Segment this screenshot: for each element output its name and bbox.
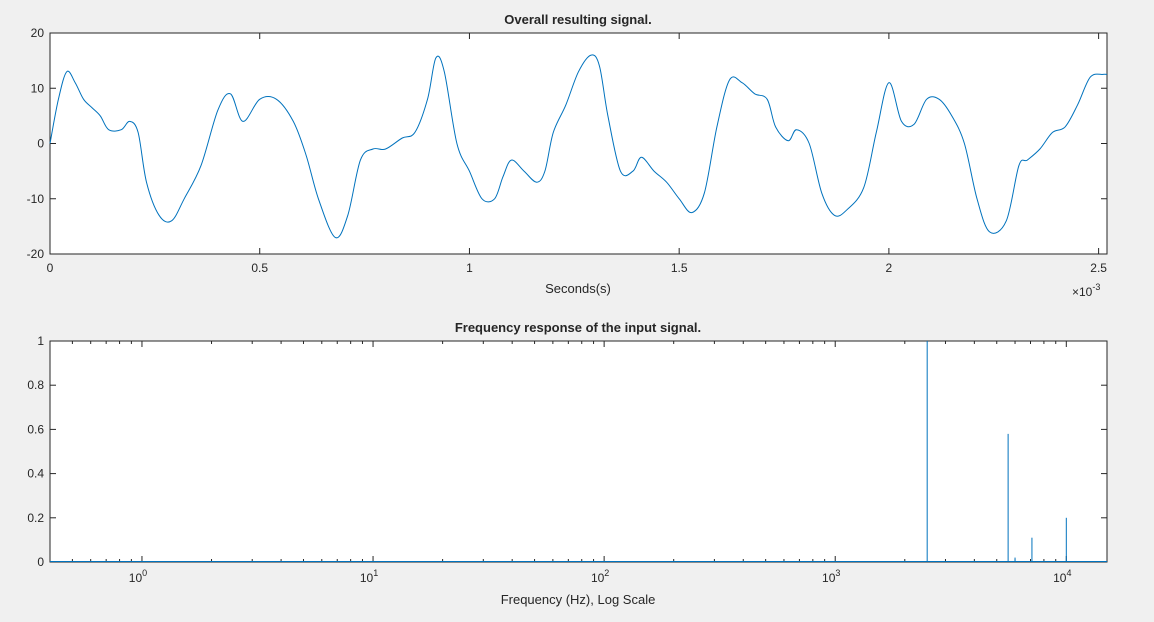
signal-x-axis-label: Seconds(s) xyxy=(545,281,611,296)
frequency-y-tick-label: 0.2 xyxy=(27,511,44,525)
signal-y-tick-label: 20 xyxy=(31,26,45,40)
signal-y-tick-label: -10 xyxy=(27,192,45,206)
frequency-x-tick-label: 102 xyxy=(591,568,609,585)
signal-x-tick-label: 0.5 xyxy=(251,261,268,275)
signal-x-tick-label: 0 xyxy=(47,261,54,275)
signal-series-line xyxy=(49,54,1108,239)
frequency-y-tick-label: 1 xyxy=(37,334,44,348)
frequency-y-tick-label: 0 xyxy=(37,555,44,569)
signal-x-tick-label: 2 xyxy=(886,261,893,275)
frequency-x-tick-label: 103 xyxy=(822,568,840,585)
frequency-y-tick-label: 0.8 xyxy=(27,378,44,392)
signal-x-tick-label: 2.5 xyxy=(1090,261,1107,275)
frequency-y-tick-label: 0.6 xyxy=(27,422,44,436)
frequency-y-tick-label: 0.4 xyxy=(27,467,44,481)
frequency-axes[interactable]: 100 101 102 103 104 0 0.2 0.4 0.6 0.8 1 Frequency … xyxy=(27,320,1108,607)
signal-y-tick-label: -20 xyxy=(27,247,45,261)
frequency-x-tick-label: 101 xyxy=(360,568,378,585)
frequency-x-tick-label: 100 xyxy=(129,568,147,585)
frequency-x-axis-label: Frequency (Hz), Log Scale xyxy=(501,592,656,607)
frequency-plot-area xyxy=(49,340,1108,563)
frequency-title: Frequency response of the input signal. xyxy=(455,320,701,335)
frequency-ticks: 100 101 102 103 104 0 0.2 0.4 0.6 0.8 1 xyxy=(27,334,1107,585)
signal-title: Overall resulting signal. xyxy=(504,12,651,27)
signal-x-multiplier: ×10-3 xyxy=(1072,282,1100,299)
signal-x-tick-label: 1 xyxy=(466,261,473,275)
signal-x-tick-label: 1.5 xyxy=(671,261,688,275)
signal-ticks: 0 0.5 1 1.5 2 2.5 -20 -10 0 10 20 xyxy=(27,26,1108,275)
signal-y-tick-label: 0 xyxy=(37,137,44,151)
signal-plot-area xyxy=(49,32,1108,255)
frequency-x-tick-label: 104 xyxy=(1053,568,1071,585)
signal-y-tick-label: 10 xyxy=(31,81,45,95)
frequency-peaks xyxy=(926,341,1067,562)
signal-axes[interactable]: 0 0.5 1 1.5 2 2.5 -20 -10 0 10 20 Overall resultin… xyxy=(27,12,1108,299)
